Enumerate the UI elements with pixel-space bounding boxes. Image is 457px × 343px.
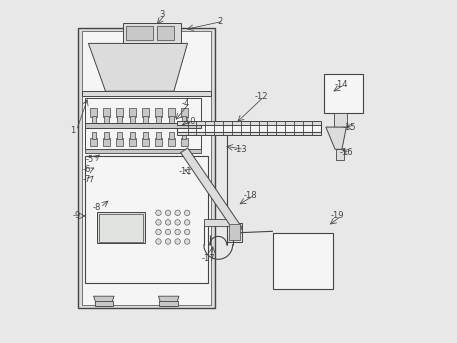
Text: -9: -9	[72, 211, 80, 221]
Bar	[90, 138, 97, 146]
Bar	[78, 28, 215, 308]
Bar	[273, 233, 333, 289]
Text: -6: -6	[83, 165, 91, 174]
Bar	[177, 123, 321, 132]
Bar	[97, 213, 145, 243]
Text: -12: -12	[254, 92, 268, 101]
Bar	[129, 138, 136, 146]
Text: -17: -17	[201, 254, 215, 263]
Text: -19: -19	[331, 211, 345, 221]
Bar	[91, 132, 96, 139]
Text: -11: -11	[179, 167, 192, 176]
Bar	[82, 32, 212, 305]
Bar	[103, 138, 110, 146]
Bar	[181, 138, 188, 146]
Bar	[177, 131, 321, 135]
Circle shape	[185, 210, 190, 215]
Circle shape	[156, 210, 161, 215]
Bar	[156, 116, 160, 124]
Bar	[85, 156, 208, 283]
Bar	[336, 149, 344, 159]
Circle shape	[175, 239, 181, 244]
Polygon shape	[159, 296, 179, 306]
Bar	[91, 116, 96, 124]
Bar	[143, 132, 148, 139]
Circle shape	[175, 210, 181, 215]
Bar	[143, 116, 148, 124]
Circle shape	[156, 220, 161, 225]
Bar	[159, 301, 178, 306]
Circle shape	[165, 210, 171, 215]
Text: -10: -10	[182, 117, 196, 127]
Circle shape	[165, 220, 171, 225]
Polygon shape	[94, 296, 114, 306]
Text: 2: 2	[218, 17, 223, 26]
Bar	[95, 301, 113, 306]
Bar	[204, 219, 233, 226]
Bar	[126, 26, 154, 40]
Text: -5: -5	[86, 155, 94, 164]
Text: 3: 3	[159, 10, 165, 19]
Polygon shape	[326, 127, 346, 149]
Bar	[99, 214, 143, 241]
Bar	[170, 116, 174, 124]
Bar	[156, 132, 160, 139]
Bar	[122, 23, 181, 44]
Polygon shape	[181, 148, 242, 233]
Bar	[130, 116, 134, 124]
Text: -18: -18	[244, 191, 257, 200]
Bar	[177, 121, 321, 126]
Circle shape	[156, 239, 161, 244]
Circle shape	[185, 239, 190, 244]
Text: -13: -13	[234, 145, 247, 154]
Bar	[182, 132, 186, 139]
Bar	[117, 132, 122, 139]
Bar	[168, 138, 175, 146]
Bar	[142, 108, 149, 117]
Text: 1: 1	[70, 126, 76, 135]
Text: -15: -15	[343, 122, 356, 132]
Text: -14: -14	[335, 80, 348, 89]
Text: -4: -4	[182, 99, 190, 108]
Circle shape	[165, 229, 171, 235]
Bar	[85, 149, 201, 153]
Polygon shape	[89, 44, 187, 91]
Bar	[168, 108, 175, 117]
Bar	[334, 114, 347, 127]
Bar	[155, 108, 162, 117]
Bar	[116, 108, 123, 117]
Text: -8: -8	[93, 203, 101, 212]
Bar	[227, 223, 242, 241]
Bar	[324, 74, 363, 114]
Text: -7: -7	[83, 175, 91, 184]
Circle shape	[175, 220, 181, 225]
Circle shape	[175, 229, 181, 235]
Circle shape	[156, 229, 161, 235]
Bar	[130, 132, 134, 139]
Bar	[228, 224, 240, 240]
Text: -16: -16	[340, 148, 353, 157]
Circle shape	[165, 239, 171, 244]
Bar	[157, 26, 174, 40]
Bar	[105, 132, 109, 139]
Circle shape	[185, 229, 190, 235]
Bar	[155, 138, 162, 146]
Bar	[85, 123, 201, 128]
Bar	[105, 116, 109, 124]
Bar	[117, 116, 122, 124]
Bar	[85, 98, 201, 149]
Bar	[181, 108, 188, 117]
Bar	[142, 138, 149, 146]
Bar	[90, 108, 97, 117]
Bar	[116, 138, 123, 146]
Bar	[82, 91, 212, 96]
Bar	[129, 108, 136, 117]
Bar	[103, 108, 110, 117]
Bar	[182, 116, 186, 124]
Circle shape	[185, 220, 190, 225]
Bar	[170, 132, 174, 139]
